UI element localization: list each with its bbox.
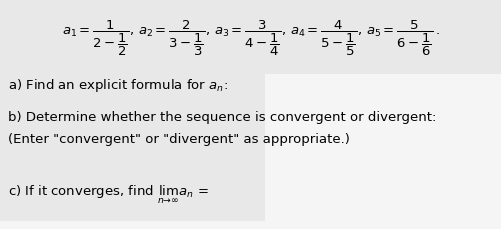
FancyBboxPatch shape — [0, 75, 265, 169]
FancyBboxPatch shape — [0, 0, 501, 75]
Text: c) If it converges, find $\lim_{n \to \infty} a_n =$: c) If it converges, find $\lim_{n \to \i… — [8, 183, 209, 205]
Text: $a_1 = \dfrac{1}{2 - \dfrac{1}{2}},\,a_2 = \dfrac{2}{3 - \dfrac{1}{3}},\,a_3 = \: $a_1 = \dfrac{1}{2 - \dfrac{1}{2}},\,a_2… — [62, 18, 439, 57]
FancyBboxPatch shape — [0, 169, 265, 221]
Text: b) Determine whether the sequence is convergent or divergent:: b) Determine whether the sequence is con… — [8, 111, 435, 124]
Text: a) Find an explicit formula for $a_n$:: a) Find an explicit formula for $a_n$: — [8, 77, 227, 94]
Text: (Enter "convergent" or "divergent" as appropriate.): (Enter "convergent" or "divergent" as ap… — [8, 133, 349, 146]
FancyBboxPatch shape — [0, 75, 501, 229]
